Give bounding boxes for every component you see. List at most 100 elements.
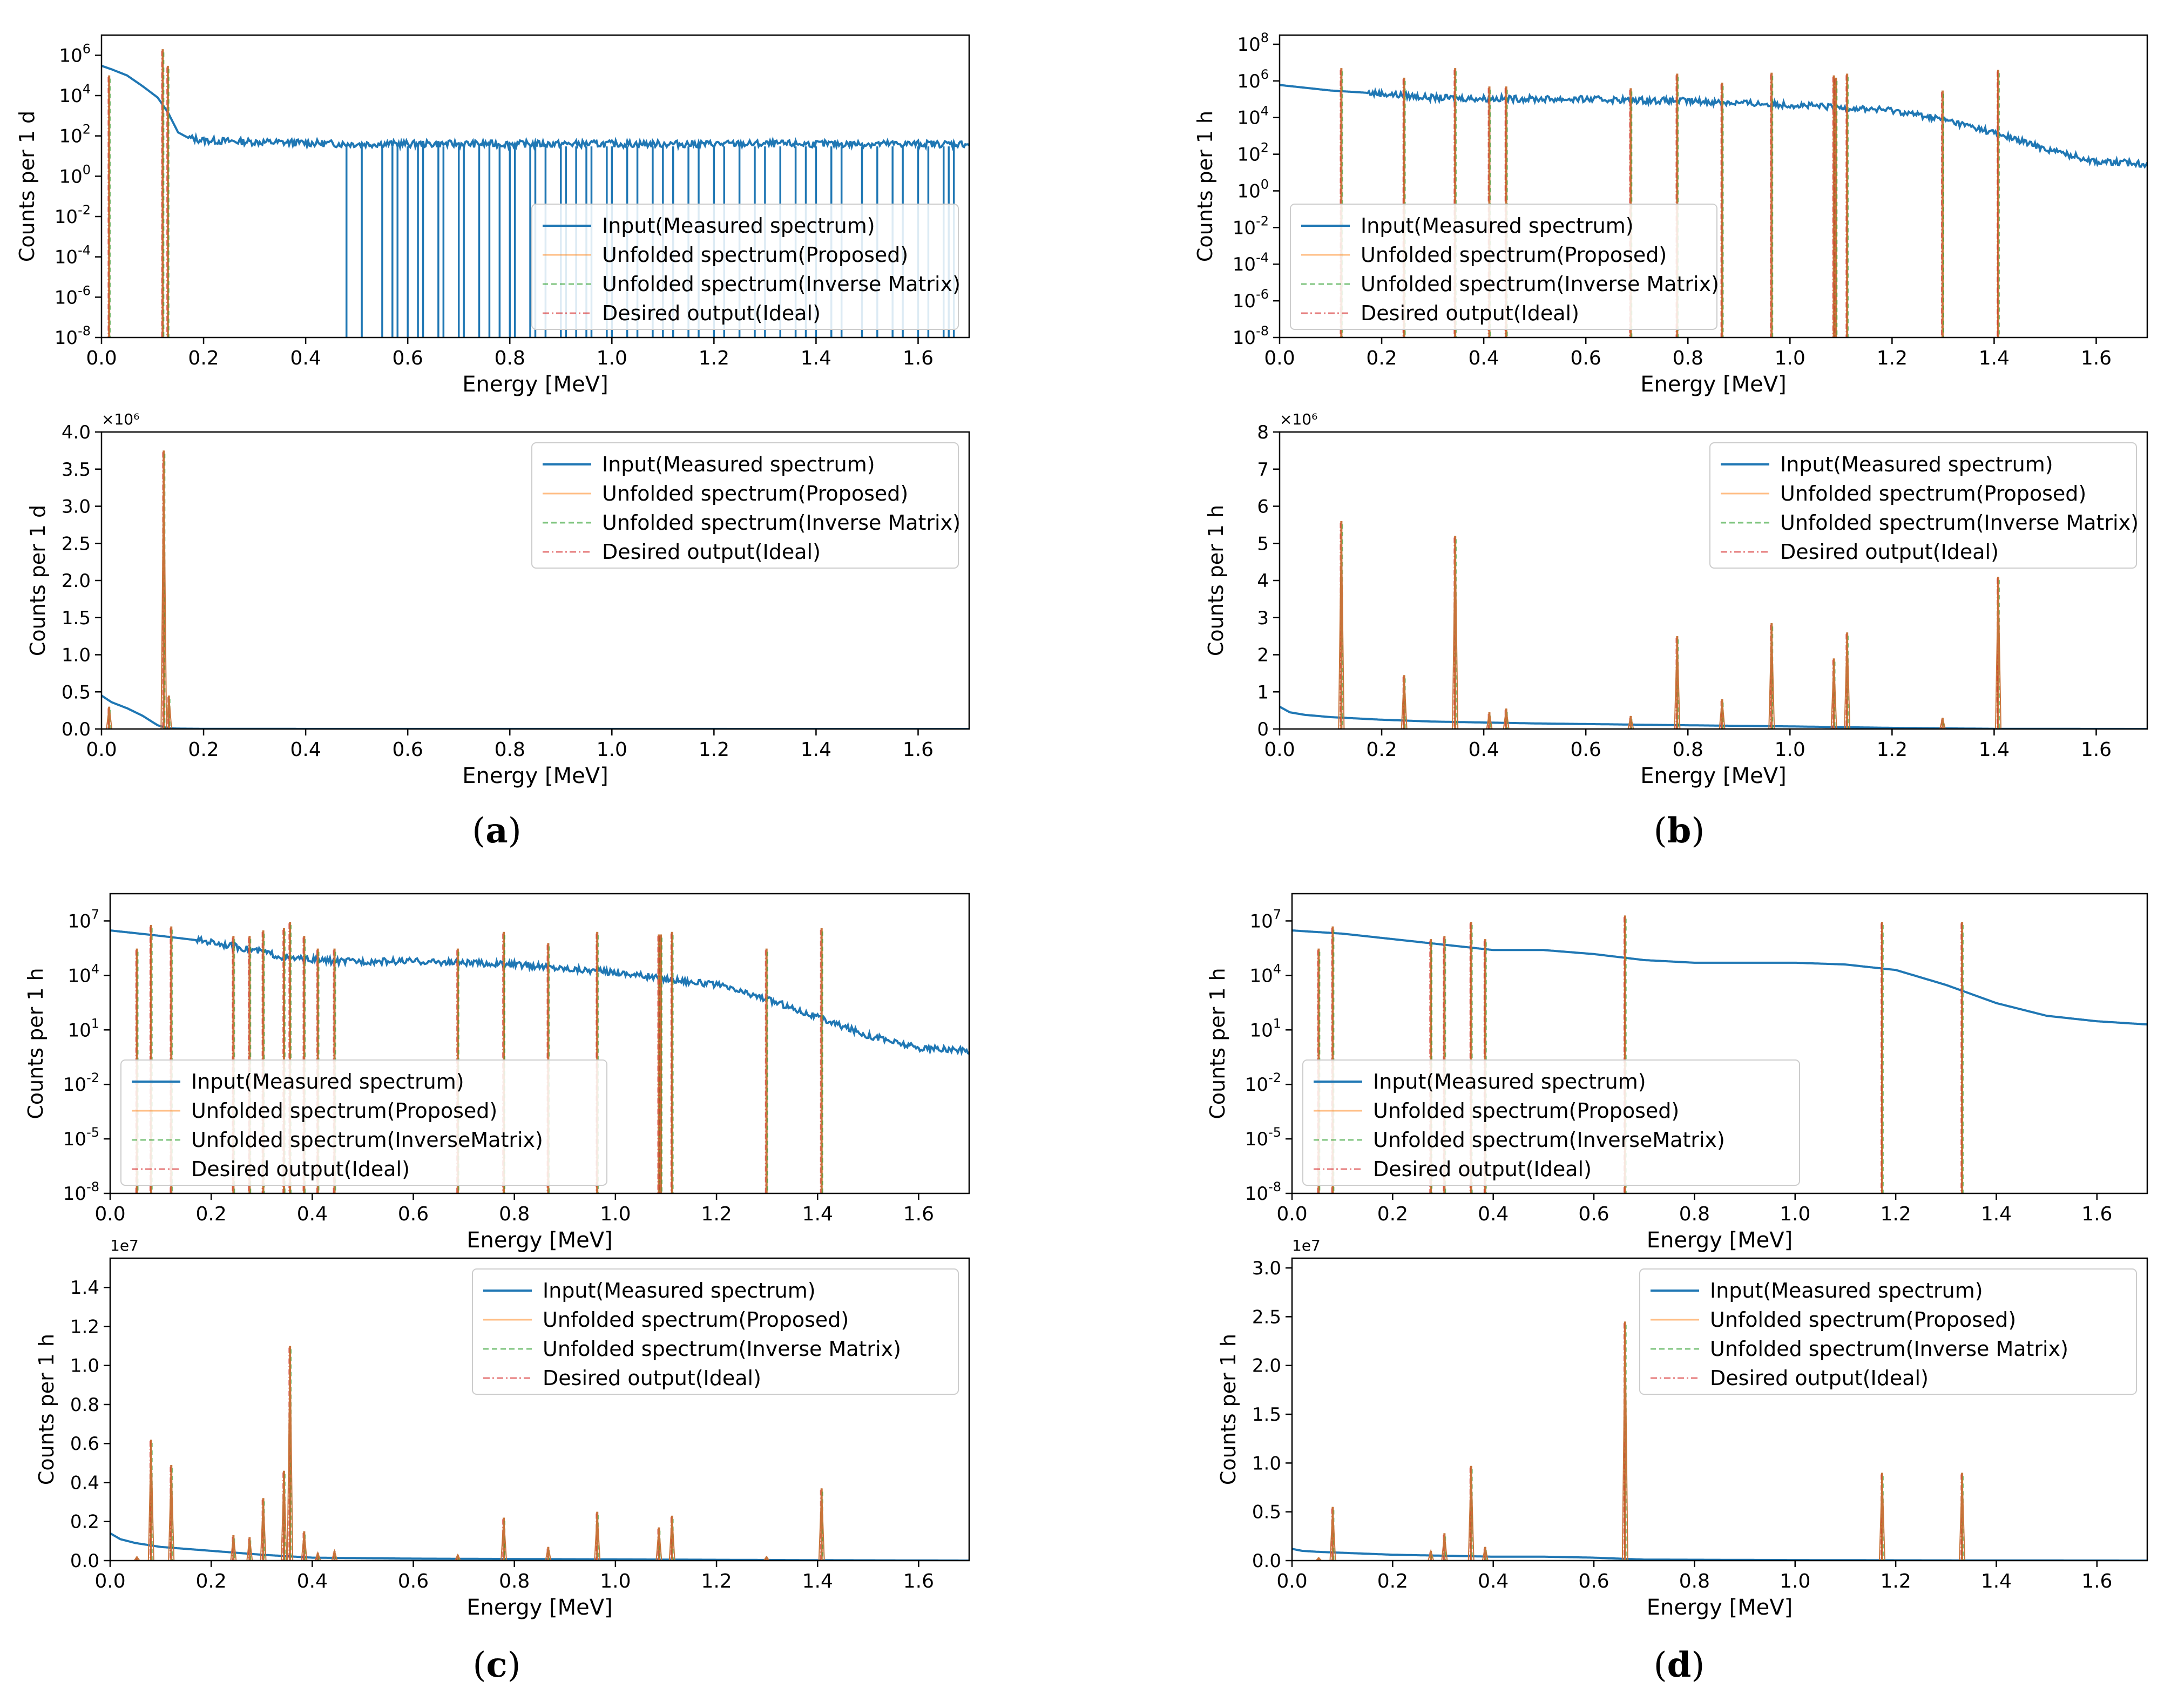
y-tick-exponent: 1 [91,1016,99,1031]
legend: Input(Measured spectrum) Unfolded spectru… [1639,1268,2137,1395]
y-tick-label: 1.2 [70,1316,99,1338]
y-tick-exponent: -6 [78,283,91,298]
y-multiplier: 1e7 [1292,1237,1321,1254]
y-axis-label: Counts per 1 h [1216,1334,1240,1485]
chart-a-bot: 0.0 0.2 0.4 0.6 0.8 1.0 1.2 1.4 1.6 Energy [MeV] 0… [26,410,970,788]
series-proposed-peak-shape [165,696,172,729]
series-proposed-peak-shape [1452,536,1459,729]
y-tick-label: 0.6 [70,1433,99,1455]
series-proposed-peak-shape [1844,632,1851,729]
series-proposed-peak-shape [230,1535,237,1561]
series-proposed-peak-shape [1939,718,1946,729]
y-tick-label: 1.4 [70,1277,99,1299]
series-proposed-peak-shape [246,1537,253,1561]
y-tick-label: 0.8 [70,1394,99,1416]
chart-d-top: 0.0 0.2 0.4 0.6 0.8 1.0 1.2 1.4 1.6 Energy [MeV] 1… [1206,893,2148,1253]
x-tick-label: 1.0 [600,1570,631,1592]
x-axis-label: Energy [MeV] [462,764,608,788]
series-proposed-peak-shape [1467,1466,1475,1561]
legend-box [531,204,959,330]
y-tick-exponent: 4 [1261,104,1269,119]
y-tick-label: 100 [59,162,91,187]
y-tick-label: 0.4 [70,1472,99,1494]
x-tick-label: 1.6 [2081,1203,2112,1225]
y-tick-label: 1.0 [62,645,91,666]
x-tick-label: 0.8 [1679,1570,1710,1592]
series-proposed-peak-shape [1830,658,1837,729]
x-tick-label: 0.0 [1264,739,1295,761]
chart-c-top: 0.0 0.2 0.4 0.6 0.8 1.0 1.2 1.4 1.6 Energy [MeV] 1… [24,893,970,1253]
panel-label-paren: ( [1654,811,1667,851]
legend: Input(Measured spectrum) Unfolded spectru… [531,442,961,569]
x-axis-label: Energy [MeV] [462,372,608,397]
legend-label: Desired output(Ideal) [1780,540,1999,564]
series-proposed-peak-shape [1994,577,2001,729]
y-tick-label: 102 [59,122,91,147]
x-tick-label: 1.6 [903,1203,934,1225]
y-tick-exponent: -6 [1256,287,1269,302]
y-multiplier: ×10⁶ [1280,410,1317,428]
x-tick-label: 0.2 [196,1203,227,1225]
y-tick-label: 10-8 [63,1179,99,1205]
legend-label: Unfolded spectrum(Proposed) [602,243,908,267]
y-axis-label: Counts per 1 h [1204,505,1228,656]
y-tick-label: 3.0 [62,496,91,518]
chart-c-bot: 0.0 0.2 0.4 0.6 0.8 1.0 1.2 1.4 1.6 Energy [MeV] 0… [35,1237,970,1620]
x-tick-label: 0.4 [290,739,321,761]
axes-frame [1291,1257,2148,1562]
x-tick-label: 1.0 [600,1203,631,1225]
series-proposed-peak-shape [1315,1557,1322,1561]
legend-label: Input(Measured spectrum) [1373,1070,1646,1093]
x-tick-label: 0.2 [188,739,219,761]
panel-label-paren: ) [1691,1645,1705,1685]
series-proposed-peak-shape [1768,623,1775,729]
y-tick-label: 10-5 [1245,1125,1281,1150]
y-tick-label: 10-6 [1233,287,1269,312]
legend-label: Input(Measured spectrum) [602,214,875,238]
axes-frame [100,34,970,339]
series-proposed-peak-shape [454,1553,461,1561]
series-proposed-peak-shape [1627,715,1634,729]
panel-label-paren: ) [1691,811,1705,851]
y-tick-label: 10-5 [63,1125,99,1150]
legend-label: Unfolded spectrum(Inverse Matrix) [602,272,961,296]
x-tick-label: 1.4 [801,739,831,761]
x-tick-label: 1.0 [1775,347,1805,369]
series-input-line [102,65,969,152]
series-proposed-peak-shape [501,1517,508,1561]
series-proposed-peak-shape [668,1515,675,1561]
y-tick-exponent: 1 [1273,1016,1281,1031]
y-tick-label: 0.2 [70,1511,99,1533]
x-tick-label: 1.2 [701,1570,732,1592]
series-proposed-peak-shape [763,1556,770,1561]
x-tick-label: 0.6 [1571,739,1601,761]
y-tick-label: 101 [67,1016,99,1041]
y-tick-label: 0 [1257,719,1269,740]
x-tick-label: 0.0 [1264,347,1295,369]
x-axis-label: Energy [MeV] [466,1595,612,1620]
x-tick-label: 0.0 [86,347,117,369]
x-tick-label: 0.0 [94,1570,125,1592]
series-proposed-peak-shape [1428,1549,1435,1561]
legend-label: Desired output(Ideal) [1373,1157,1592,1181]
series-proposed-peak-shape [1338,521,1345,729]
y-tick-label: 4 [1257,570,1269,592]
x-axis-label: Energy [MeV] [1647,1228,1793,1253]
y-tick-label: 2.0 [62,570,91,592]
panel-label-paren: ) [507,1645,520,1685]
legend-label: Desired output(Ideal) [543,1366,761,1390]
y-axis-label: Counts per 1 h [35,1334,58,1485]
y-tick-exponent: -8 [78,323,91,339]
y-tick-label: 10-4 [1233,250,1269,275]
legend-label: Unfolded spectrum(Proposed) [1361,243,1667,267]
legend: Input(Measured spectrum) Unfolded spectru… [1290,204,1719,330]
y-tick-label: 0.0 [70,1550,99,1572]
y-tick-label: 3.5 [62,459,91,481]
series-proposed-peak-shape [1959,1473,1966,1561]
legend-label: Unfolded spectrum(Inverse Matrix) [1710,1337,2068,1361]
series-proposed-peak-shape [655,1527,662,1561]
y-tick-exponent: 4 [1273,961,1281,976]
x-tick-label: 1.4 [1979,739,2010,761]
x-tick-label: 1.0 [597,739,627,761]
